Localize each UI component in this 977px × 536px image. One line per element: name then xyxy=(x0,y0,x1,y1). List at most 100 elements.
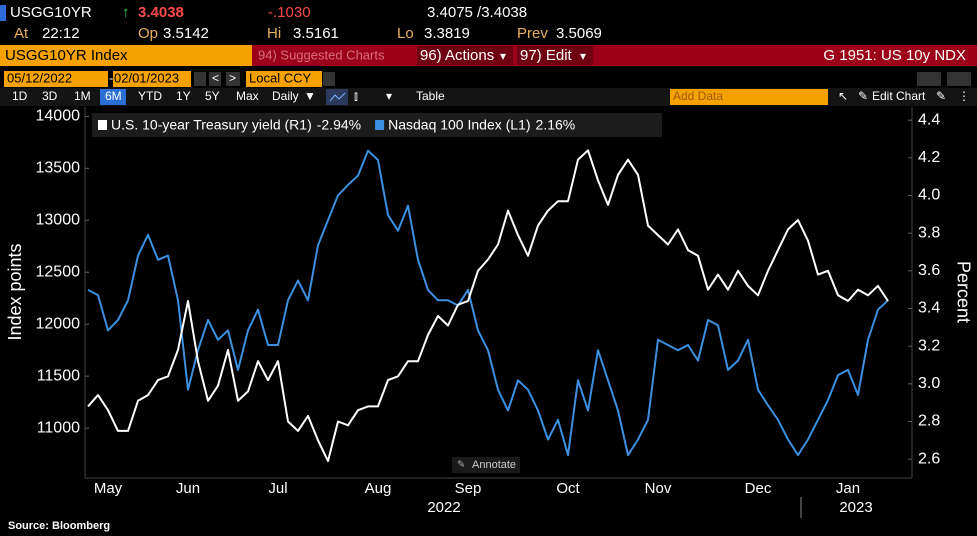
prev-icon: < xyxy=(212,71,219,85)
y-tick-label: 11000 xyxy=(37,419,80,436)
edit-button[interactable] xyxy=(517,46,593,65)
bid-ask: 3.4075 /3.4038 xyxy=(427,4,527,21)
year-label: 2023 xyxy=(839,499,872,516)
stat-value: 3.5069 xyxy=(556,25,602,42)
legend-change: 2.16% xyxy=(536,117,576,133)
settings-button[interactable] xyxy=(947,72,971,86)
add-data-box[interactable] xyxy=(670,89,828,105)
frequency[interactable]: Daily xyxy=(272,89,299,103)
period-button[interactable]: Max xyxy=(236,89,259,103)
x-tick-label: Dec xyxy=(745,480,772,497)
stat-value: 3.5142 xyxy=(163,25,209,42)
bar-icon[interactable]: ⫾ xyxy=(354,89,358,103)
legend-label: U.S. 10-year Treasury yield (R1) xyxy=(111,117,312,133)
period-button[interactable]: YTD xyxy=(138,89,162,103)
y2-tick-label: 4.0 xyxy=(918,187,940,204)
caret: ▾ xyxy=(500,49,506,63)
start-date: 05/12/2022 xyxy=(7,70,72,85)
net-change: -.1030 xyxy=(268,4,311,21)
y-tick-label: 11500 xyxy=(37,367,80,384)
x-tick-label: Sep xyxy=(455,480,482,497)
stat-value: 22:12 xyxy=(42,25,80,42)
chart-name: G 1951: US 10y NDX xyxy=(823,47,966,64)
line-icon xyxy=(329,92,346,102)
start-date-box[interactable] xyxy=(4,71,108,87)
actions-button[interactable] xyxy=(417,46,513,65)
caret: ▼ xyxy=(304,89,316,103)
edit-chart[interactable]: Edit Chart xyxy=(872,89,926,103)
y-tick-label: 12500 xyxy=(36,263,81,280)
add-data: Add Data xyxy=(673,89,723,103)
arrow-icon[interactable]: ↖ xyxy=(838,89,848,103)
series-line xyxy=(87,149,889,463)
y-tick-label: 12000 xyxy=(36,315,81,332)
currency-box[interactable] xyxy=(246,71,322,87)
y2-tick-label: 3.8 xyxy=(918,224,940,241)
y2-tick-label: 3.6 xyxy=(918,262,940,279)
legend-change: -2.94% xyxy=(317,117,361,133)
source: Source: Bloomberg xyxy=(8,520,110,532)
x-tick-label: Oct xyxy=(556,480,580,497)
period-button[interactable]: 1D xyxy=(12,89,28,103)
ticker-marker xyxy=(0,5,6,21)
edit-label: 97) Edit xyxy=(520,47,573,64)
y2-axis-label: Percent xyxy=(953,261,973,323)
security-box[interactable] xyxy=(0,45,252,66)
y2-tick-label: 3.4 xyxy=(918,300,940,317)
y2-tick-label: 4.4 xyxy=(918,111,940,128)
y2-tick-label: 4.2 xyxy=(918,149,940,166)
stat-label: Op xyxy=(138,25,158,42)
legend-swatch xyxy=(375,120,385,130)
currency: Local CCY xyxy=(249,70,311,85)
prev-button[interactable] xyxy=(209,72,221,86)
ticker: USGG10YR xyxy=(10,4,92,21)
stat-label: Hi xyxy=(267,25,281,42)
legend-swatch xyxy=(98,120,107,130)
y2-tick-label: 3.0 xyxy=(918,375,940,392)
series-line xyxy=(87,149,889,457)
y-axis-label: Index points xyxy=(5,243,25,340)
menu-icon[interactable]: ⋮ xyxy=(958,89,970,103)
actions-label: 96) Actions xyxy=(420,47,494,64)
more-caret[interactable]: ▾ xyxy=(386,89,392,103)
x-tick-label: May xyxy=(94,480,123,497)
end-date: 02/01/2023 xyxy=(114,70,179,85)
legend-label: Nasdaq 100 Index (L1) xyxy=(388,117,530,133)
tool-icon[interactable]: ✎ xyxy=(936,89,946,103)
end-date-box[interactable] xyxy=(113,71,191,87)
pencil-icon: ✎ xyxy=(858,89,868,103)
y-tick-label: 13000 xyxy=(36,211,81,228)
period-button[interactable]: 1Y xyxy=(176,89,191,103)
x-tick-label: Aug xyxy=(365,480,392,497)
period-button[interactable]: 1M xyxy=(74,89,91,103)
annotate-button[interactable] xyxy=(452,457,520,473)
stat-value: 3.3819 xyxy=(424,25,470,42)
year-label: 2022 xyxy=(427,499,460,516)
currency-dropdown[interactable] xyxy=(323,72,335,86)
period-button[interactable]: 5Y xyxy=(205,89,220,103)
x-tick-label: Jan xyxy=(836,480,860,497)
next-button[interactable] xyxy=(226,72,240,86)
annotate-label: Annotate xyxy=(472,459,516,471)
period-button[interactable]: 6M xyxy=(105,89,122,103)
y2-tick-label: 3.2 xyxy=(918,337,940,354)
security: USGG10YR Index xyxy=(5,47,128,64)
y2-tick-label: 2.6 xyxy=(918,450,940,467)
dash: - xyxy=(109,70,113,85)
suggested-charts[interactable]: 94) Suggested Charts xyxy=(258,47,385,62)
stat-label: At xyxy=(14,25,29,42)
period-button[interactable]: 3D xyxy=(42,89,58,103)
next-icon: > xyxy=(229,71,236,85)
table-button[interactable]: Table xyxy=(416,89,445,103)
active-period xyxy=(100,89,126,105)
y2-tick-label: 2.8 xyxy=(918,413,940,430)
undo-button[interactable] xyxy=(917,72,941,86)
x-tick-label: Jul xyxy=(268,480,287,497)
last-price: 3.4038 xyxy=(138,4,184,21)
y-tick-label: 13500 xyxy=(36,160,81,177)
stat-value: 3.5161 xyxy=(293,25,339,42)
calendar-button[interactable] xyxy=(194,72,206,86)
y-tick-label: 14000 xyxy=(36,108,81,125)
